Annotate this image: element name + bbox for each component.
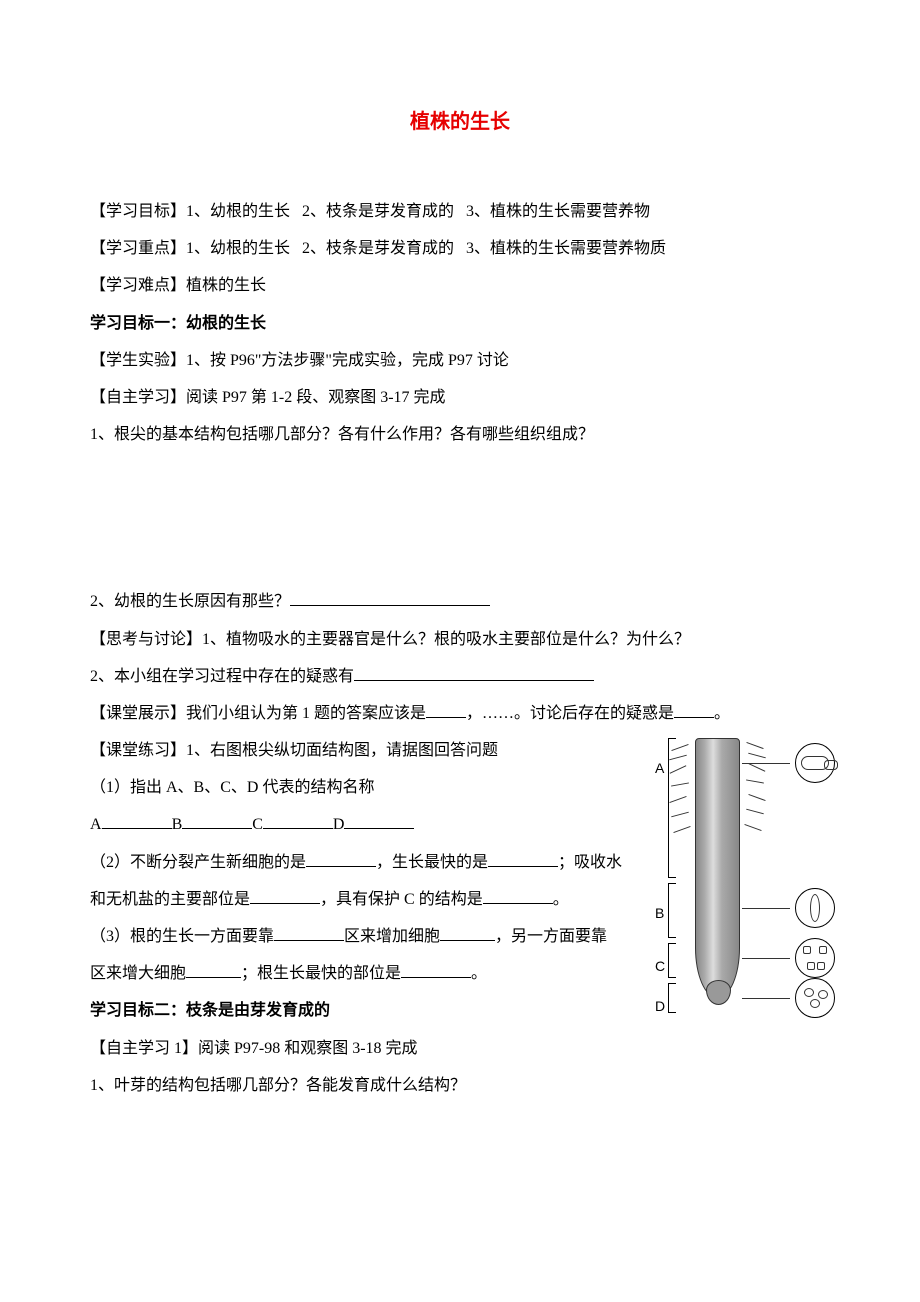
- p1-line: （1）指出 A、B、C、D 代表的结构名称: [90, 770, 655, 805]
- blank-confusion[interactable]: [354, 663, 594, 681]
- blank-p3d[interactable]: [186, 960, 241, 978]
- practice-line: 【课堂练习】1、右图根尖纵切面结构图，请据图回答问题: [90, 733, 655, 768]
- obj-2: 2、枝条是芽发育成的: [302, 203, 454, 220]
- cell-d-icon: [795, 978, 835, 1018]
- p3c: ，另一方面要靠: [495, 928, 607, 945]
- blank-p2b[interactable]: [488, 849, 558, 867]
- bracket-c: [668, 943, 676, 978]
- selfstudy2-line: 【自主学习 1】阅读 P97-98 和观察图 3-18 完成: [90, 1031, 830, 1066]
- diagram-label-a: A: [655, 753, 664, 784]
- blank-p2a[interactable]: [306, 849, 376, 867]
- p2d: 和无机盐的主要部位是: [90, 891, 250, 908]
- key-1: 1、幼根的生长: [186, 240, 290, 257]
- s1-q1: 1、根尖的基本结构包括哪几部分？各有什么作用？各有哪些组织组成？: [90, 417, 830, 452]
- difficulty-line: 【学习难点】植株的生长: [90, 268, 830, 303]
- connector-c: [742, 958, 790, 959]
- confusion-text: 2、本小组在学习过程中存在的疑惑有: [90, 668, 354, 685]
- p3-line2: 区来增大细胞 ；根生长最快的部位是 。: [90, 956, 655, 991]
- selfstudy1-line: 【自主学习】阅读 P97 第 1-2 段、观察图 3-17 完成: [90, 380, 830, 415]
- page-title: 植株的生长: [90, 100, 830, 144]
- key-3: 3、植株的生长需要营养物质: [466, 240, 666, 257]
- show-pre: 【课堂展示】我们小组认为第 1 题的答案应该是: [90, 705, 426, 722]
- blank-a[interactable]: [102, 811, 172, 829]
- keypoints-label: 【学习重点】: [90, 240, 186, 257]
- obj-3: 3、植株的生长需要营养物: [466, 203, 650, 220]
- label-c: C: [252, 816, 263, 833]
- show-mid: ，……。讨论后存在的疑惑是: [466, 705, 674, 722]
- diagram-label-b: B: [655, 898, 664, 929]
- confusion-line: 2、本小组在学习过程中存在的疑惑有: [90, 659, 830, 694]
- blank-p3a[interactable]: [274, 923, 344, 941]
- s1-q2-text: 2、幼根的生长原因有那些？: [90, 593, 290, 610]
- p3a: （3）根的生长一方面要靠: [90, 928, 274, 945]
- p2a: （2）不断分裂产生新细胞的是: [90, 854, 306, 871]
- key-2: 2、枝条是芽发育成的: [302, 240, 454, 257]
- obj-1: 1、幼根的生长: [186, 203, 290, 220]
- experiment-line: 【学生实验】1、按 P96"方法步骤"完成实验，完成 P97 讨论: [90, 343, 830, 378]
- s1-q2: 2、幼根的生长原因有那些？: [90, 584, 830, 619]
- blank-p2e[interactable]: [483, 886, 553, 904]
- discuss-line: 【思考与讨论】1、植物吸水的主要器官是什么？根的吸水主要部位是什么？为什么？: [90, 622, 830, 657]
- objectives-label: 【学习目标】: [90, 203, 186, 220]
- p2e: ，具有保护 C 的结构是: [320, 891, 483, 908]
- blank-d[interactable]: [344, 811, 414, 829]
- connector-b: [742, 908, 790, 909]
- difficulty-text: 植株的生长: [186, 277, 266, 294]
- p2c: ；吸收水: [558, 854, 622, 871]
- p2b: ，生长最快的是: [376, 854, 488, 871]
- connector-a: [742, 763, 790, 764]
- objectives-line: 【学习目标】1、幼根的生长 2、枝条是芽发育成的 3、植株的生长需要营养物: [90, 194, 830, 229]
- show-end: 。: [714, 705, 730, 722]
- bracket-a: [668, 738, 676, 878]
- show-line: 【课堂展示】我们小组认为第 1 题的答案应该是 ，……。讨论后存在的疑惑是 。: [90, 696, 830, 731]
- p3-line1: （3）根的生长一方面要靠 区来增加细胞 ，另一方面要靠: [90, 919, 655, 954]
- p3b: 区来增加细胞: [344, 928, 440, 945]
- p2f: 。: [553, 891, 569, 908]
- blank-b[interactable]: [182, 811, 252, 829]
- blank-q2[interactable]: [290, 588, 490, 606]
- answer-gap: [90, 454, 830, 584]
- cell-b-icon: [795, 888, 835, 928]
- root-tip-diagram: A B C D: [650, 733, 840, 1023]
- cell-c-icon: [795, 938, 835, 978]
- blank-p3e[interactable]: [401, 960, 471, 978]
- bracket-b: [668, 883, 676, 938]
- p2-line2: 和无机盐的主要部位是 ，具有保护 C 的结构是 。: [90, 882, 655, 917]
- connector-d: [742, 998, 790, 999]
- abcd-line: A B C D: [90, 807, 655, 842]
- bracket-d: [668, 983, 676, 1013]
- blank-c[interactable]: [263, 811, 333, 829]
- label-b: B: [172, 816, 183, 833]
- diagram-label-d: D: [655, 991, 665, 1022]
- label-d: D: [333, 816, 345, 833]
- p2-line1: （2）不断分裂产生新细胞的是 ，生长最快的是 ；吸收水: [90, 845, 655, 880]
- keypoints-line: 【学习重点】1、幼根的生长 2、枝条是芽发育成的 3、植株的生长需要营养物质: [90, 231, 830, 266]
- section1-heading: 学习目标一：幼根的生长: [90, 306, 830, 341]
- p3e: ；根生长最快的部位是: [241, 965, 401, 982]
- blank-show2[interactable]: [674, 700, 714, 718]
- s2-q1: 1、叶芽的结构包括哪几部分？各能发育成什么结构？: [90, 1068, 830, 1103]
- difficulty-label: 【学习难点】: [90, 277, 186, 294]
- blank-show1[interactable]: [426, 700, 466, 718]
- label-a: A: [90, 816, 102, 833]
- cell-a-icon: [795, 743, 835, 783]
- p3f: 。: [471, 965, 487, 982]
- p3d: 区来增大细胞: [90, 965, 186, 982]
- diagram-label-c: C: [655, 951, 665, 982]
- blank-p2d[interactable]: [250, 886, 320, 904]
- blank-p3b[interactable]: [440, 923, 495, 941]
